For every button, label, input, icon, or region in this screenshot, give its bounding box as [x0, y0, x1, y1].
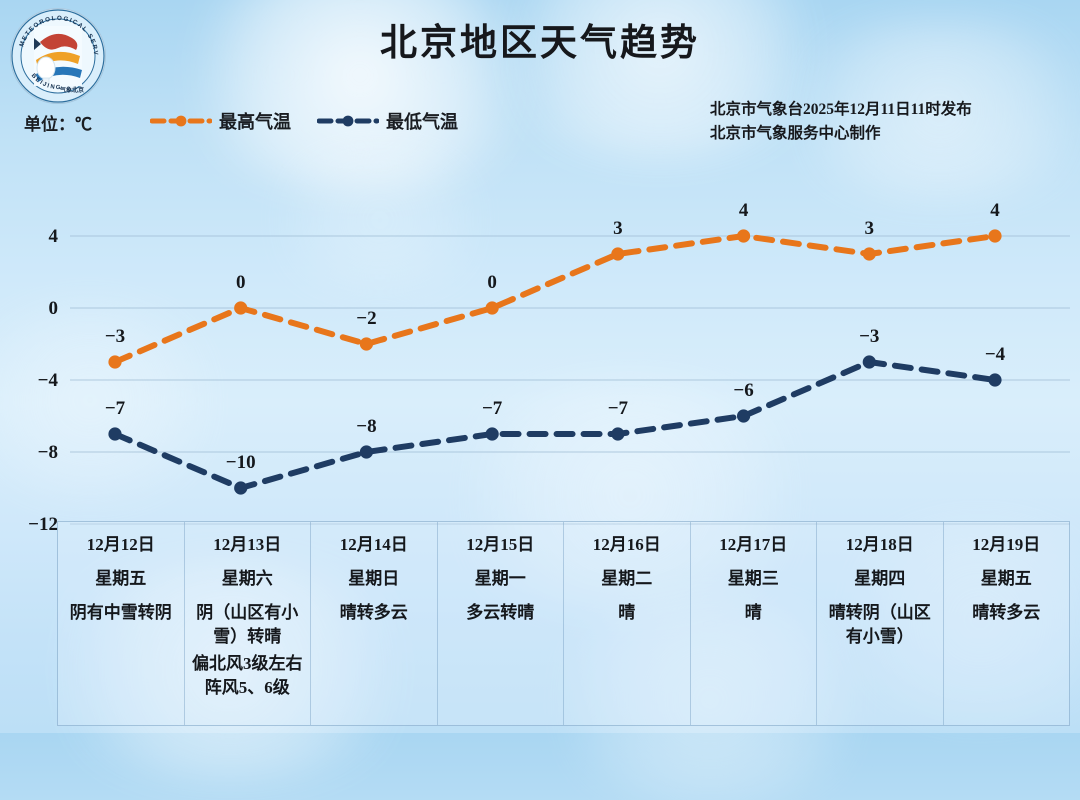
low-temp-point[interactable] [611, 427, 625, 441]
legend-swatch-high-temp-icon [149, 114, 213, 128]
forecast-column[interactable]: 12月14日 星期日晴转多云 [311, 522, 438, 725]
forecast-date: 12月18日 [845, 535, 914, 554]
low-temp-point[interactable] [234, 481, 248, 495]
page-title: 北京地区天气趋势 [380, 23, 700, 64]
low-temp-point[interactable] [108, 427, 122, 441]
y-axis-tick-label: −4 [38, 370, 59, 391]
forecast-condition: 阴有中雪转阴 [69, 602, 172, 622]
high-temp-value-label: −3 [105, 326, 125, 347]
high-temp-point[interactable] [108, 355, 122, 369]
forecast-condition: 晴 [744, 602, 762, 622]
low-temp-value-label: −6 [733, 380, 753, 401]
high-temp-line [112, 232, 998, 365]
weather-trend-poster: METEOROLOGICAL SERVICE BEIJING 气象北京 北京地区… [10, 8, 1070, 726]
forecast-weekday: 星期五 [980, 568, 1032, 588]
high-temp-value-label: 0 [487, 272, 497, 293]
chart-legend: 最高气温 最低气温 [149, 108, 458, 134]
forecast-weekday: 星期一 [474, 568, 526, 588]
forecast-condition: 晴转多云 [972, 602, 1041, 622]
forecast-weekday: 星期日 [348, 568, 400, 588]
forecast-weekday: 星期四 [854, 568, 906, 588]
forecast-date: 12月13日 [213, 535, 282, 554]
forecast-column[interactable]: 12月13日 星期六阴（山区有小雪）转晴 偏北风3级左右 阵风5、6级 [185, 522, 311, 725]
beijing-meteorological-service-logo: METEOROLOGICAL SERVICE BEIJING 气象北京 [10, 8, 106, 104]
high-temp-value-label: 3 [613, 218, 623, 239]
publisher-line-1: 北京市气象台2025年12月11日11时发布 [710, 101, 972, 118]
high-temp-value-label: 4 [739, 200, 749, 221]
forecast-column[interactable]: 12月17日 星期三晴 [691, 522, 817, 725]
low-temp-point[interactable] [485, 427, 499, 441]
y-axis-tick-label: −8 [38, 442, 58, 463]
legend-item-low-temp: 最低气温 [316, 108, 458, 134]
y-axis-tick-label: 4 [49, 226, 59, 247]
low-temp-value-label: −8 [356, 416, 376, 437]
high-temp-point[interactable] [234, 301, 248, 315]
forecast-date: 12月12日 [86, 535, 155, 554]
high-temp-point[interactable] [862, 247, 876, 261]
forecast-condition: 阴（山区有小雪）转晴 [196, 602, 299, 647]
forecast-condition: 晴转多云 [339, 602, 408, 622]
low-temp-value-label: −3 [859, 326, 879, 347]
low-temp-line [112, 358, 998, 492]
forecast-weekday: 星期二 [601, 568, 653, 588]
high-temp-point[interactable] [611, 247, 625, 261]
low-temp-point[interactable] [736, 409, 751, 423]
low-temp-value-label: −7 [105, 398, 126, 419]
forecast-condition: 晴转阴（山区有小雪） [828, 602, 931, 647]
low-temp-value-label: −7 [482, 398, 503, 419]
forecast-table: 12月12日 星期五 阴有中雪转阴 12月13日 星期六 阴（山区有小雪）转晴 偏北风3级左… [57, 521, 1070, 726]
legend-swatch-low-temp-icon [316, 114, 380, 128]
high-temp-value-label: 4 [990, 200, 1000, 221]
low-temp-point[interactable] [359, 445, 374, 459]
legend-item-high-temp: 最高气温 [149, 108, 291, 134]
svg-text:气象北京: 气象北京 [59, 86, 84, 94]
forecast-column[interactable]: 12月15日 星期一多云转晴 [438, 522, 564, 725]
forecast-column[interactable]: 12月18日 星期四晴转阴（山区有小雪） [817, 522, 944, 725]
high-temp-point[interactable] [359, 337, 374, 351]
high-temp-point[interactable] [736, 229, 751, 243]
forecast-date: 12月14日 [339, 535, 408, 554]
high-temp-value-label: 3 [865, 218, 875, 239]
forecast-column[interactable]: 12月12日 星期五阴有中雪转阴 [58, 522, 185, 725]
y-axis-tick-label: 0 [49, 298, 59, 319]
high-temp-value-label: 0 [236, 272, 246, 293]
forecast-date: 12月17日 [719, 535, 788, 554]
forecast-date: 12月16日 [592, 535, 661, 554]
forecast-column[interactable]: 12月16日 星期二晴 [564, 522, 691, 725]
legend-label-low-temp: 最低气温 [386, 112, 458, 132]
chart-canvas: 4 0 −4 −8 −12 −3 0 −2 0 3 4 3 4 −7 −10 −8 −7 −7 −6 −3 −4 [28, 200, 1070, 535]
forecast-date: 12月15日 [466, 535, 535, 554]
high-temp-point[interactable] [988, 229, 1002, 243]
high-temp-point[interactable] [485, 301, 499, 315]
forecast-condition: 晴 [618, 602, 636, 622]
temperature-trend-chart: 4 0 −4 −8 −12 −3 0 −2 0 3 4 3 4 −7 −10 −8 −7 −7 −6 −3 −4 [28, 200, 1070, 535]
low-temp-point[interactable] [862, 355, 876, 369]
publisher-info: 北京市气象台2025年12月11日11时发布 北京市气象服务中心制作 [710, 98, 972, 146]
low-temp-value-label: −7 [608, 398, 629, 419]
forecast-date: 12月19日 [972, 535, 1041, 554]
logo-emblem-icon: METEOROLOGICAL SERVICE BEIJING 气象北京 [10, 8, 105, 103]
publisher-line-2: 北京市气象服务中心制作 [710, 125, 881, 143]
low-temp-value-label: −10 [226, 452, 256, 473]
unit-label: 单位：℃ [24, 115, 92, 134]
legend-label-high-temp: 最高气温 [219, 112, 291, 132]
y-axis-tick-label: −12 [28, 514, 58, 535]
forecast-weekday: 星期六 [221, 568, 273, 588]
forecast-column[interactable]: 12月19日 星期五晴转多云 [944, 522, 1070, 725]
low-temp-point[interactable] [988, 373, 1002, 387]
high-temp-value-label: −2 [356, 308, 376, 329]
forecast-wind: 偏北风3级左右 阵风5、6级 [192, 654, 303, 697]
low-temp-value-label: −4 [985, 344, 1006, 365]
forecast-weekday: 星期三 [727, 568, 779, 588]
forecast-weekday: 星期五 [95, 568, 147, 588]
forecast-condition: 多云转晴 [466, 602, 535, 622]
